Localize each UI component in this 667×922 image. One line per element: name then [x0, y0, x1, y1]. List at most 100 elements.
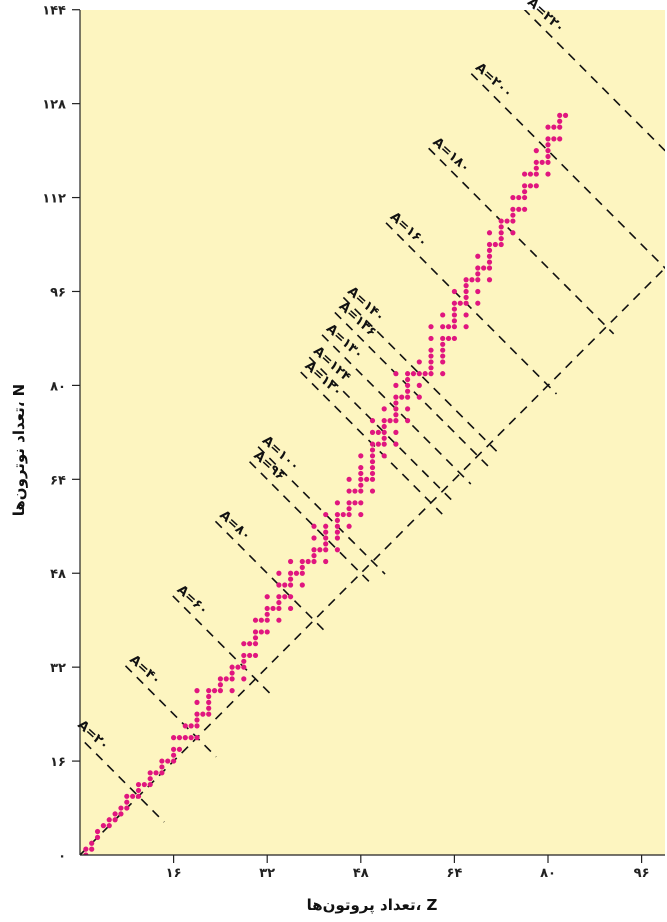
nuclide-point — [288, 594, 294, 600]
nuclide-point — [358, 511, 364, 518]
nuclide-point — [247, 652, 253, 659]
nuclide-point — [171, 735, 177, 741]
nuclide-point — [533, 159, 539, 165]
nuclide-point — [100, 823, 106, 829]
nuclide-point — [124, 799, 130, 805]
nuclide-point — [451, 324, 457, 330]
nuclide-point — [510, 212, 516, 218]
nuclide-point — [557, 124, 563, 130]
nuclide-point — [159, 758, 165, 764]
nuclide-point — [188, 723, 194, 729]
nuclide-point — [416, 382, 422, 388]
nuclide-point — [229, 676, 235, 682]
nuclide-point — [533, 165, 539, 171]
nuclide-point — [188, 735, 194, 741]
nuclide-point — [346, 523, 352, 529]
nuclide-point — [211, 688, 218, 694]
nuclide-point — [194, 711, 200, 717]
nuclide-point — [358, 500, 364, 506]
isobar-line-a124 — [308, 356, 455, 503]
nuclide-point — [369, 488, 376, 494]
y-tick-label: ۱۲۸ — [42, 98, 66, 113]
nuclide-point — [405, 406, 411, 412]
nuclide-point — [147, 776, 153, 782]
x-tick-label: ۴۸ — [353, 866, 369, 881]
nuclide-point — [358, 464, 364, 471]
nuclide-point — [252, 617, 259, 623]
nuclide-point — [428, 365, 434, 371]
nuclide-point — [498, 218, 504, 224]
nuclide-point — [416, 359, 422, 365]
nuclide-point — [451, 318, 457, 324]
nuclide-point — [299, 570, 305, 576]
nuclide-point — [428, 347, 434, 353]
nuclide-point — [141, 781, 147, 788]
nuclide-point — [182, 735, 188, 741]
nuclide-point — [358, 476, 364, 482]
nuclide-point — [317, 547, 323, 553]
nuclide-point — [194, 699, 200, 705]
nuclide-point — [393, 382, 399, 388]
nuclide-point — [545, 124, 551, 130]
nuclide-point — [364, 476, 370, 482]
nuclide-point — [159, 764, 165, 770]
nuclide-point — [258, 617, 264, 623]
nuclide-point — [334, 517, 340, 524]
nuclide-point — [510, 230, 516, 236]
nuclide-point — [299, 558, 305, 565]
nuclide-point — [451, 335, 457, 342]
nuclide-point — [440, 324, 446, 330]
nuclide-point — [416, 394, 422, 400]
nuclide-point — [206, 705, 212, 711]
nuclide-point — [486, 259, 493, 265]
nuclide-point — [545, 159, 551, 165]
nuclide-point — [381, 418, 387, 424]
nuclide-point — [346, 476, 352, 482]
nuclide-point — [147, 770, 153, 776]
nuclide-point — [276, 582, 282, 588]
nuclide-point — [194, 723, 200, 729]
nuclide-point — [551, 136, 557, 142]
isobar-line-a20 — [80, 736, 165, 823]
nuclide-point — [416, 371, 422, 377]
nuclide-point — [405, 371, 411, 377]
nuclide-point — [311, 547, 317, 553]
nuclide-point — [369, 447, 376, 453]
nuclide-point — [264, 611, 270, 617]
nuclide-point — [463, 312, 469, 318]
nuclide-point — [428, 371, 434, 377]
nuclide-point — [545, 171, 551, 177]
nuclide-point — [264, 617, 270, 623]
nuclide-point — [89, 840, 95, 846]
x-tick-label: ۹۶ — [634, 866, 650, 881]
nuclide-point — [94, 834, 101, 840]
nuclide-point — [393, 371, 399, 377]
nuclide-point — [252, 652, 259, 659]
nuclide-point — [486, 265, 493, 271]
isobar-line-a140 — [342, 296, 500, 455]
nuclide-point — [264, 629, 270, 635]
nuclide-point — [276, 599, 282, 606]
nuclide-point — [288, 605, 294, 612]
nuclide-point — [235, 664, 241, 670]
n-equals-z-line — [80, 267, 665, 855]
nuclide-point — [475, 288, 481, 295]
nuclide-point — [440, 347, 446, 353]
nuclide-point — [393, 429, 399, 435]
nuclide-point — [533, 171, 539, 177]
nuclide-point — [118, 811, 124, 817]
nuclide-point — [381, 423, 387, 430]
nuclide-point — [498, 241, 504, 248]
nuclide-point — [118, 805, 124, 811]
nuclide-point — [206, 688, 212, 694]
nuclide-point — [557, 136, 563, 142]
nuclide-point — [112, 811, 118, 817]
nuclide-point — [276, 594, 282, 600]
nuclide-point — [217, 688, 223, 694]
nuclide-point — [445, 335, 452, 342]
nuclide-point — [323, 558, 329, 565]
nuclide-point — [83, 846, 89, 852]
nuclide-point — [346, 506, 352, 512]
nuclide-point — [463, 300, 469, 306]
nuclide-point — [522, 183, 528, 189]
